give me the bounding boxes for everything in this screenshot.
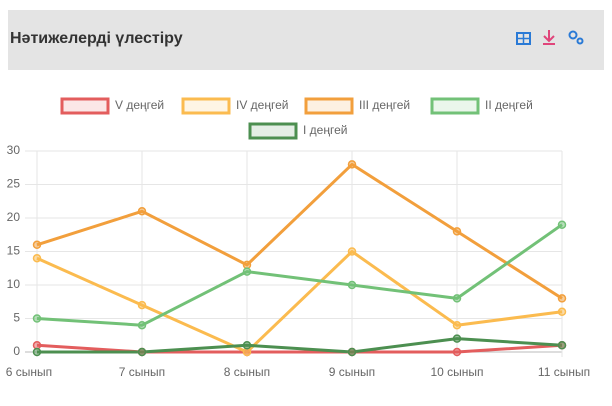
data-point — [452, 294, 462, 303]
y-tick-label: 15 — [7, 244, 21, 258]
download-icon[interactable] — [543, 30, 555, 45]
series-line — [36, 250, 563, 354]
data-point — [557, 294, 567, 303]
legend-label: V деңгей — [115, 98, 164, 112]
data-point — [347, 347, 357, 357]
data-point — [32, 240, 42, 250]
header-title: Нәтижелерді үлестіру — [10, 30, 183, 47]
y-tick-label: 20 — [7, 210, 21, 224]
series-line — [36, 223, 563, 327]
data-point — [557, 220, 567, 229]
data-point — [242, 341, 252, 350]
legend-label: II деңгей — [485, 98, 533, 112]
data-point — [137, 320, 147, 330]
data-point — [137, 300, 147, 310]
data-point — [452, 347, 462, 357]
x-tick-label: 9 сынып — [329, 365, 375, 379]
x-tick-label: 6 сынып — [6, 365, 52, 379]
y-tick-label: 25 — [7, 177, 21, 191]
table-icon[interactable] — [516, 32, 531, 45]
data-point — [137, 347, 147, 357]
data-point — [242, 267, 252, 276]
data-point — [452, 227, 462, 236]
legend-swatch — [430, 97, 480, 115]
data-point — [137, 207, 147, 216]
legend-swatch — [304, 97, 354, 115]
series-line — [36, 162, 563, 300]
legend-label: I деңгей — [303, 123, 347, 137]
legend-label: III деңгей — [359, 98, 410, 112]
series-line — [37, 337, 563, 354]
data-point — [347, 247, 357, 256]
y-tick-label: 30 — [7, 143, 21, 157]
data-point — [452, 320, 462, 330]
legend-swatch — [248, 122, 298, 140]
x-tick-label: 10 сынып — [430, 365, 483, 379]
x-tick-label: 11 сынып — [538, 365, 590, 379]
data-point — [347, 280, 357, 290]
x-tick-label: 7 сынып — [119, 365, 165, 379]
data-point — [32, 314, 42, 323]
legend-swatch — [181, 97, 231, 115]
y-tick-label: 10 — [7, 277, 21, 291]
data-point — [32, 253, 42, 263]
settings-icon[interactable] — [568, 30, 584, 45]
data-point — [452, 334, 462, 343]
data-point — [347, 160, 357, 169]
header-bar — [8, 10, 604, 70]
y-tick-label: 5 — [13, 311, 20, 325]
y-tick-label: 0 — [13, 344, 20, 358]
data-point — [32, 347, 42, 357]
x-tick-label: 8 сынып — [224, 365, 270, 379]
legend-swatch — [60, 97, 110, 115]
data-point — [557, 341, 567, 350]
legend-label: IV деңгей — [236, 98, 288, 112]
data-point — [557, 307, 567, 317]
